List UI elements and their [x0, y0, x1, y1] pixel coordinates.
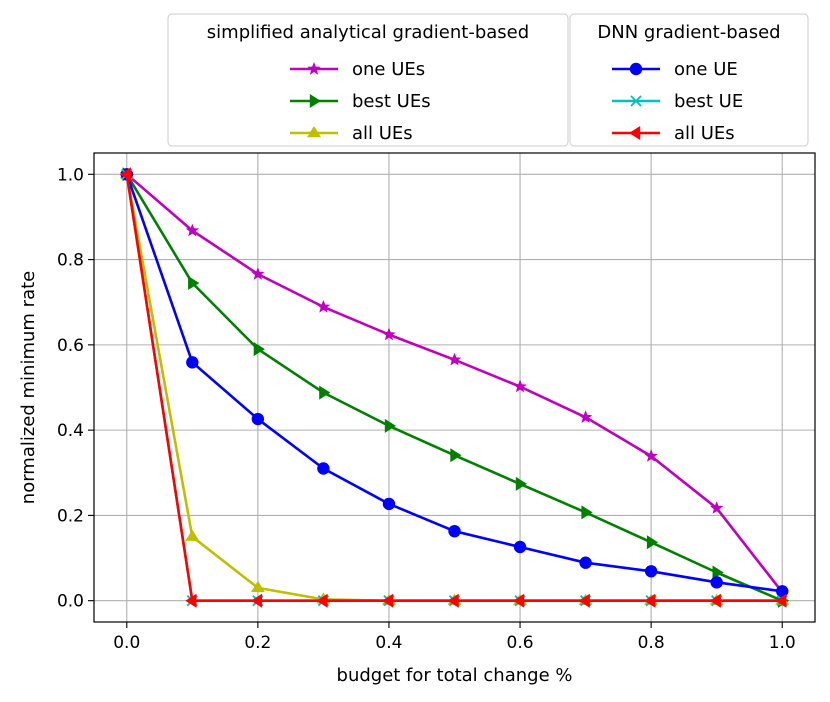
data-point-all-ues-dnn [119, 167, 131, 182]
legend-handle-marker [629, 126, 641, 140]
data-point-all-ues-dnn [709, 593, 721, 608]
data-point-all-ues-dnn [775, 593, 787, 608]
y-tick-label: 1.0 [57, 165, 84, 185]
legend-analytical-box [167, 13, 569, 147]
legend-entry-all-ues: all UEs [290, 123, 413, 144]
legend-label: all UEs [352, 123, 413, 144]
y-tick-label: 0.4 [57, 421, 84, 441]
data-point-all-ues-dnn [513, 593, 525, 608]
x-axis-label: budget for total change % [337, 665, 573, 686]
data-point-one-ue-dnn [579, 556, 592, 569]
x-tick-label: 0.4 [375, 633, 402, 653]
legend-entry-all-ues: all UEs [612, 123, 735, 144]
data-point-one-ue-dnn [382, 497, 396, 511]
data-point-best-ues-analytical [319, 385, 331, 400]
data-point-all-ues-dnn [578, 593, 590, 608]
data-point-one-ues-analytical [710, 501, 724, 514]
data-point-all-ues-dnn [644, 593, 656, 608]
data-point-best-ues-analytical [581, 505, 593, 520]
legend-dnn-title: DNN gradient-based [597, 22, 780, 43]
legend-entry-one-ue: one UE [612, 59, 738, 80]
legend-analytical-title: simplified analytical gradient-based [207, 22, 529, 43]
data-point-best-ues-analytical [253, 342, 265, 357]
legend-handle-marker [307, 62, 321, 75]
x-tick-label: 0.6 [507, 633, 534, 653]
data-point-one-ues-analytical [513, 379, 527, 393]
legend-label: one UE [674, 59, 738, 80]
data-point-one-ues-analytical [185, 223, 199, 237]
data-point-one-ues-analytical [578, 410, 593, 423]
legend-handle-marker [629, 62, 643, 76]
data-point-best-ues-analytical [712, 565, 724, 580]
data-point-all-ues-dnn [447, 593, 459, 608]
data-point-best-ues-analytical [450, 448, 462, 463]
series-all-ues-dnn [119, 167, 787, 608]
data-point-all-ues-dnn [316, 593, 328, 608]
data-point-one-ues-analytical [316, 299, 331, 313]
legend-analytical: simplified analytical gradient-based one… [167, 13, 569, 147]
x-tick-label: 0.8 [638, 633, 665, 653]
data-point-one-ue-dnn [448, 524, 461, 538]
legend-dnn: DNN gradient-based one UE best UE all UEs [569, 13, 809, 147]
x-tick-label: 1.0 [769, 633, 796, 653]
data-point-one-ues-analytical [382, 327, 396, 341]
data-point-all-ues-dnn [382, 593, 394, 608]
y-tick-label: 0.0 [57, 592, 84, 612]
data-point-best-ues-analytical [646, 535, 659, 550]
y-axis-label: normalized minimum rate [18, 271, 39, 504]
axis-ticks: 0.0 0.2 0.4 0.6 0.8 1.0 0.0 0.2 0.4 0.6 0.8 1.0 [57, 165, 796, 653]
legend-dnn-entries: one UE best UE all UEs [612, 59, 743, 144]
grid [94, 153, 815, 622]
data-point-one-ue-dnn [251, 412, 265, 426]
legend-handle-marker [630, 95, 642, 107]
data-point-all-ues-analytical [185, 529, 200, 541]
legend-entry-one-ues: one UEs [290, 59, 425, 80]
x-tick-label: 0.0 [113, 633, 140, 653]
data-point-best-ues-analytical [188, 276, 200, 290]
plot-frame [93, 152, 816, 623]
data-point-one-ue-dnn [317, 462, 330, 475]
legend-entry-best-ues: best UEs [290, 91, 431, 112]
y-tick-label: 0.8 [57, 251, 84, 271]
series-best-ues-analytical [122, 167, 790, 608]
series-layer [119, 167, 790, 608]
legend-handle-marker [309, 94, 321, 108]
data-point-one-ue-dnn [513, 540, 527, 554]
legend-label: best UEs [352, 91, 431, 112]
y-tick-label: 0.6 [57, 336, 84, 356]
legend-label: all UEs [674, 123, 735, 144]
legend-handle-marker [307, 126, 321, 138]
legend-label: best UE [674, 91, 743, 112]
legend-label: one UEs [352, 59, 425, 80]
data-point-one-ue-dnn [644, 565, 658, 578]
legend-dnn-box [569, 13, 809, 147]
legend-handle-marker-stroke [630, 95, 642, 107]
x-tick-label: 0.2 [244, 633, 271, 653]
data-point-one-ue-dnn [186, 356, 199, 369]
data-point-all-ues-dnn [250, 593, 263, 608]
legend-analytical-entries: one UEs best UEs all UEs [290, 59, 431, 144]
data-point-best-ues-analytical [384, 418, 396, 433]
legend-entry-best-ue: best UE [612, 91, 743, 112]
data-point-all-ues-dnn [185, 593, 197, 608]
y-tick-label: 0.2 [57, 506, 84, 526]
data-point-one-ues-analytical [447, 352, 462, 366]
data-point-one-ue-dnn [710, 576, 723, 589]
data-point-one-ues-analytical [251, 267, 265, 280]
data-point-best-ues-analytical [515, 476, 527, 491]
data-point-all-ues-analytical [250, 580, 265, 593]
data-point-one-ues-analytical [644, 449, 658, 462]
